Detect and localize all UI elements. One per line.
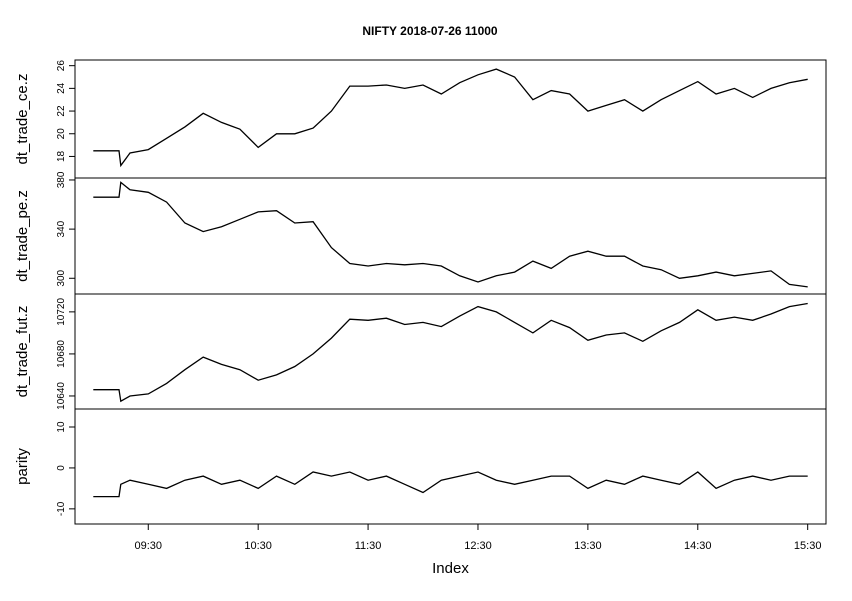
x-tick-label: 14:30 — [684, 540, 712, 552]
line — [93, 302, 808, 403]
y-tick-label: 22 — [56, 105, 67, 117]
panel-frame — [74, 177, 827, 295]
y-tick-label: 24 — [56, 82, 67, 94]
line — [93, 471, 808, 498]
y-tick-label: 380 — [56, 171, 67, 188]
y-tick-label: 20 — [56, 128, 67, 140]
y-axis-label: dt_trade_fut.z — [14, 306, 31, 398]
chart-title: NIFTY 2018-07-26 11000 — [362, 24, 498, 38]
panel-frame — [74, 408, 827, 525]
y-tick-label: 10 — [56, 421, 67, 433]
x-tick-label: 15:30 — [794, 540, 822, 552]
y-tick-label: -10 — [56, 501, 67, 516]
y-tick-label: 340 — [56, 220, 67, 237]
y-tick-label: 10680 — [56, 340, 67, 368]
x-axis-label: Index — [432, 560, 469, 577]
panel-frame — [74, 293, 827, 410]
x-tick-label: 11:30 — [355, 540, 382, 552]
y-axis-label: dt_trade_pe.z — [14, 190, 31, 282]
y-tick-label: 300 — [56, 269, 67, 286]
panel-frame — [74, 59, 827, 179]
y-axis-label: parity — [14, 448, 31, 485]
line — [93, 181, 808, 288]
y-tick-label: 0 — [56, 465, 67, 471]
x-tick-label: 12:30 — [464, 540, 492, 552]
x-tick-label: 10:30 — [244, 540, 272, 552]
y-axis-label: dt_trade_ce.z — [14, 74, 31, 165]
x-tick-label: 13:30 — [574, 540, 602, 552]
x-tick-label: 09:30 — [135, 540, 163, 552]
y-tick-label: 18 — [56, 150, 67, 162]
line — [93, 68, 808, 168]
y-tick-label: 10720 — [56, 298, 67, 326]
y-tick-label: 26 — [56, 60, 67, 72]
y-tick-label: 10640 — [56, 382, 67, 410]
